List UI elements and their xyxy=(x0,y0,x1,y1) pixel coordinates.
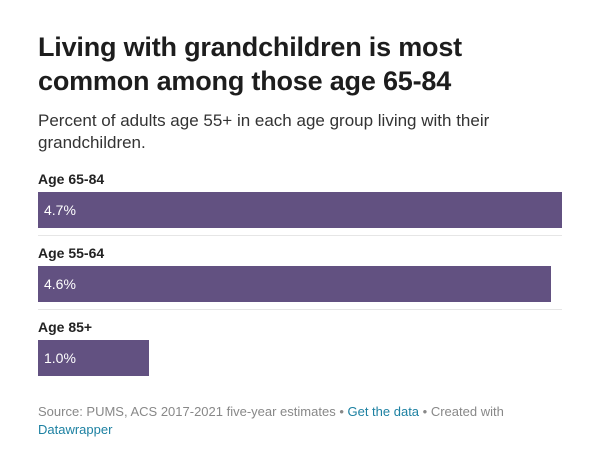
row-divider xyxy=(38,235,562,236)
category-label: Age 85+ xyxy=(38,319,93,335)
category-label: Age 65-84 xyxy=(38,171,105,187)
chart-subtitle: Percent of adults age 55+ in each age gr… xyxy=(38,111,490,152)
bar xyxy=(38,340,149,376)
source-note: Source: PUMS, ACS 2017-2021 five-year es… xyxy=(38,404,336,419)
bar-track: 4.6% xyxy=(38,266,562,302)
row-divider xyxy=(38,309,562,310)
bar-track: 4.7% xyxy=(38,192,562,228)
get-the-data-link[interactable]: Get the data xyxy=(347,404,420,419)
bar-track: 1.0% xyxy=(38,340,562,376)
datawrapper-link[interactable]: Datawrapper xyxy=(38,422,113,437)
bar xyxy=(38,192,562,228)
category-label: Age 55-64 xyxy=(38,245,105,261)
bar-value-label: 1.0% xyxy=(44,350,76,366)
footer-separator: • xyxy=(335,404,348,419)
bar-value-label: 4.6% xyxy=(44,276,76,292)
footer-separator: • xyxy=(419,404,431,419)
chart-title: Living with grandchildren is most common… xyxy=(38,32,462,96)
bar-value-label: 4.7% xyxy=(44,202,76,218)
bar xyxy=(38,266,551,302)
chart-footer: Source: PUMS, ACS 2017-2021 five-year es… xyxy=(38,403,568,439)
created-with-text: Created with xyxy=(430,404,504,419)
